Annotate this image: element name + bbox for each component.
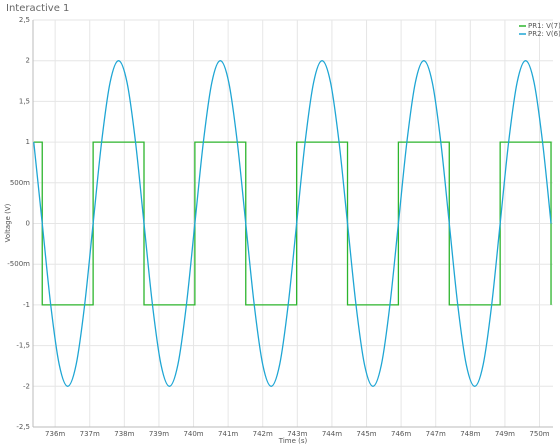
- x-tick-label: 747m: [426, 430, 446, 438]
- y-tick-label: 500m: [10, 179, 30, 187]
- x-tick-label: 746m: [391, 430, 411, 438]
- x-tick-label: 739m: [149, 430, 169, 438]
- y-tick-label: 0: [26, 220, 30, 228]
- legend-label: PR2: V(6): [528, 30, 560, 38]
- x-tick-label: 736m: [45, 430, 65, 438]
- x-tick-label: 745m: [356, 430, 376, 438]
- line: [33, 141, 552, 306]
- x-tick-label: 742m: [253, 430, 273, 438]
- legend-label: PR1: V(7): [528, 22, 560, 30]
- y-tick-label: -2,5: [16, 423, 30, 431]
- x-tick-label: 740m: [183, 430, 203, 438]
- x-tick-label: 738m: [114, 430, 134, 438]
- x-axis-label: Time (s): [278, 437, 308, 445]
- x-tick-label: 741m: [218, 430, 238, 438]
- y-tick-label: -1,5: [16, 342, 30, 350]
- y-tick-label: -500m: [7, 260, 30, 268]
- y-axis-label: Voltage (V): [4, 203, 12, 242]
- line: [33, 60, 552, 387]
- y-tick-label: -2: [23, 382, 30, 390]
- y-tick-label: 1: [26, 138, 30, 146]
- x-tick-label: 737m: [80, 430, 100, 438]
- y-tick-label: 2: [26, 57, 30, 65]
- y-tick-label: -1: [23, 301, 30, 309]
- y-tick-label: 1,5: [19, 97, 30, 105]
- y-tick-label: 2,5: [19, 16, 30, 24]
- x-tick-label: 748m: [460, 430, 480, 438]
- chart-title: Interactive 1: [6, 3, 69, 14]
- x-tick-label: 750m: [529, 430, 549, 438]
- x-tick-label: 743m: [287, 430, 307, 438]
- x-tick-label: 749m: [495, 430, 515, 438]
- x-tick-label: 744m: [322, 430, 342, 438]
